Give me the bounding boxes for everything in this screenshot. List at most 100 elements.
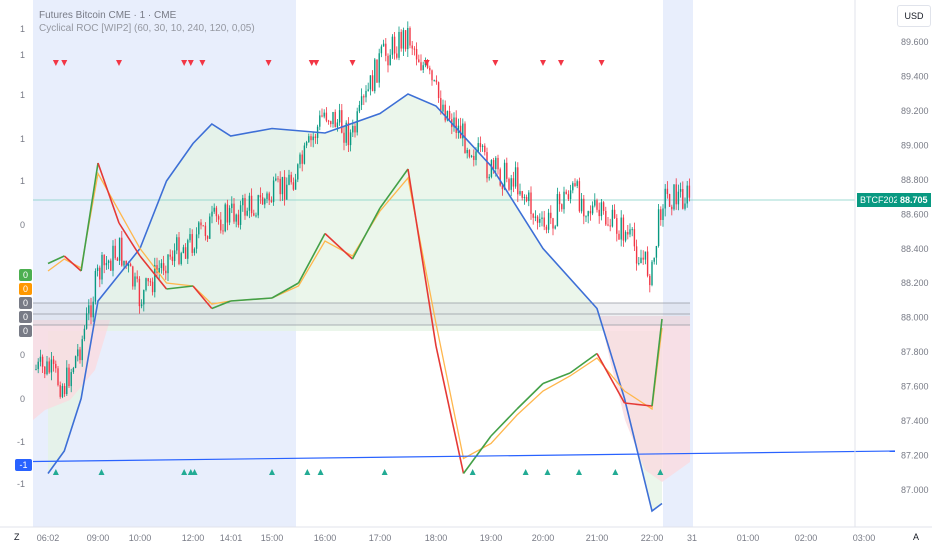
y-tick-label: 89.400 [901,71,929,81]
price-candle [277,176,279,183]
candle-body [492,160,495,170]
candle-body [477,143,479,152]
price-candle [382,39,385,47]
candle-body [589,211,592,214]
y-tick-label: 88.800 [901,175,929,185]
price-candle [66,360,68,396]
price-candle [587,210,589,224]
price-candle [129,262,132,267]
price-candle [435,75,438,85]
candle-body [46,361,48,375]
candle-body [473,155,475,161]
price-candle [50,351,53,381]
price-candle [682,181,684,210]
candle-body [400,31,402,49]
price-candle [473,149,475,167]
candle-body [279,178,281,195]
candle-body [596,200,598,210]
candle-body [622,217,625,241]
price-candle [530,186,532,220]
price-candle [220,212,222,234]
price-candle [35,364,37,371]
candle-body [354,126,356,133]
buy-marker [191,469,198,475]
candle-body [440,98,442,112]
candle-body [44,366,46,375]
sell-marker [52,60,59,66]
price-candle [644,251,647,265]
candle-body [228,208,231,223]
price-candle [536,215,539,230]
price-candle [671,204,673,216]
sell-marker [558,60,564,66]
candle-body [552,218,554,229]
candle-body [90,305,92,318]
price-candle [431,69,433,86]
left-axis-label: 0 [20,394,25,404]
price-candle [633,222,636,251]
candle-body [138,278,141,307]
fast-oscillator-segment [435,345,465,474]
candle-body [94,270,97,302]
price-candle [182,244,185,254]
candle-body [248,195,251,211]
price-candle [453,112,455,132]
price-candle [77,344,79,362]
candle-body [598,209,600,217]
price-candle [281,176,284,201]
price-candle [92,296,94,322]
price-candle [550,205,552,225]
candle-body [534,216,537,218]
candle-body [453,117,455,128]
candle-body [605,210,607,225]
candle-body [525,196,528,202]
candle-body [231,203,233,209]
candle-body [321,115,323,117]
candle-body [310,136,312,141]
y-tick-label: 87.600 [901,382,929,392]
currency-button[interactable]: USD [897,5,931,27]
y-tick-label: 88.200 [901,278,929,288]
price-candle [57,366,59,387]
sell-marker [265,60,272,66]
candle-body [193,248,196,253]
candle-body [77,349,79,357]
band-fill-area [48,94,662,511]
candle-body [409,28,411,46]
price-candle [94,268,97,305]
price-candle [88,299,90,321]
candle-body [609,225,611,227]
price-candle [580,193,583,214]
candle-body [187,240,189,259]
candle-body [431,70,433,81]
red-fill-right [600,316,690,482]
price-candle [110,258,112,271]
auto-scale-button[interactable]: A [913,532,920,542]
candle-body [235,214,237,222]
candle-body [323,112,325,117]
price-candle [184,243,187,260]
fast-oscillator-segment [47,255,65,265]
price-candle [151,277,154,296]
candle-body [653,257,655,262]
price-candle [528,190,530,207]
timezone-corner[interactable]: Z [14,532,20,542]
price-candle [41,354,44,373]
sell-marker [598,60,605,66]
x-tick-label: 21:00 [586,533,609,543]
candle-body [688,185,691,198]
candle-body [116,258,119,261]
candle-body [290,174,292,183]
sell-marker [423,60,430,66]
candle-body [583,198,585,217]
candle-body [433,80,435,82]
price-candle [330,120,332,128]
candle-body [281,176,284,195]
price-candle [407,21,409,57]
price-candle [81,335,83,367]
indicator-title[interactable]: Cyclical ROC [WIP2] (60, 30, 10, 240, 12… [39,23,255,34]
candle-body [224,204,226,232]
symbol-title[interactable]: Futures Bitcoin CME · 1 · CME [39,10,177,21]
